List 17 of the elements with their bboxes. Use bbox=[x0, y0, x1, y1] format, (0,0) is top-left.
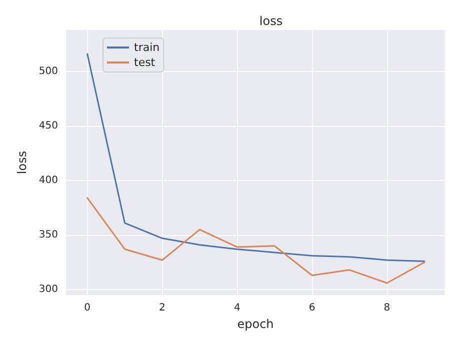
x-tick-label: 8 bbox=[384, 302, 390, 314]
x-axis-title: epoch bbox=[237, 316, 274, 331]
chart-title: loss bbox=[259, 14, 283, 28]
x-tick-label: 2 bbox=[159, 302, 166, 314]
legend-label: train bbox=[134, 41, 160, 54]
x-tick-label: 0 bbox=[84, 302, 91, 314]
y-axis-title: loss bbox=[15, 150, 29, 174]
x-tick-label: 4 bbox=[234, 302, 240, 314]
y-tick-label: 450 bbox=[38, 120, 58, 132]
line-series bbox=[86, 53, 426, 262]
x-tick-label: 6 bbox=[308, 302, 316, 314]
y-tick-label: 500 bbox=[38, 66, 58, 77]
y-tick-label: 350 bbox=[38, 230, 58, 241]
legend-label: test bbox=[134, 56, 156, 69]
y-tick-label: 300 bbox=[38, 284, 58, 296]
line-series bbox=[86, 197, 426, 284]
y-tick-label: 400 bbox=[38, 174, 58, 186]
